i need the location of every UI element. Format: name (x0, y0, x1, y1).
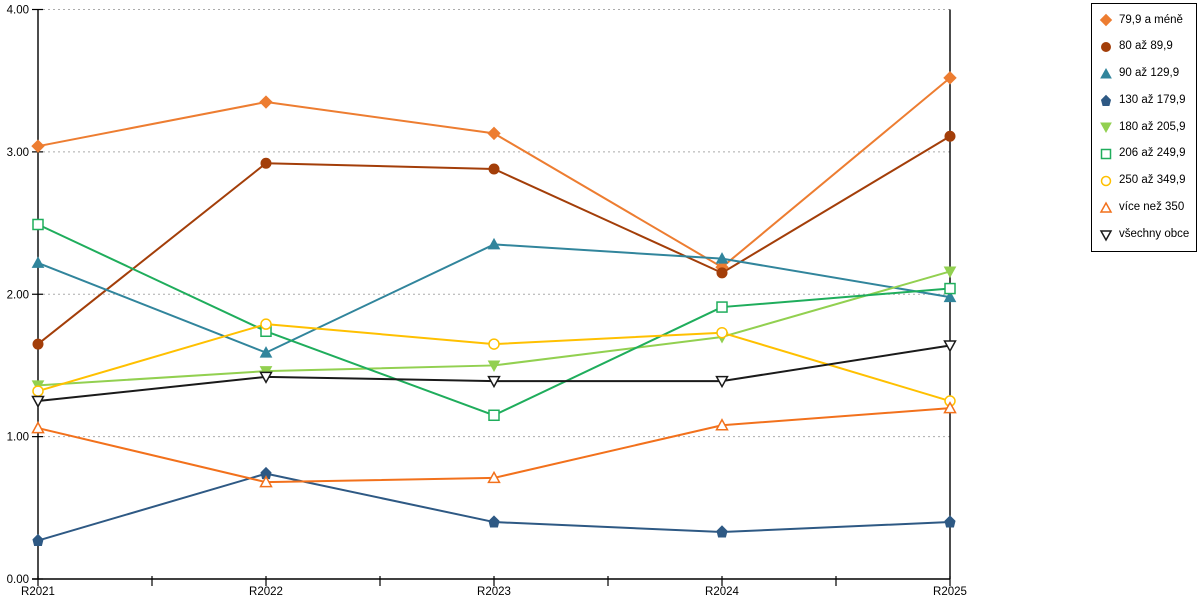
data-point-marker[interactable] (31, 139, 45, 153)
legend-item[interactable]: 130 až 179,9 (1099, 94, 1196, 108)
pentagon-marker-icon (1100, 94, 1112, 106)
data-point-marker[interactable] (487, 360, 501, 372)
y-axis-tick-label: 1.00 (7, 432, 29, 444)
data-point-marker[interactable] (716, 267, 728, 279)
data-point-marker[interactable] (715, 252, 729, 264)
data-point-marker[interactable] (943, 266, 957, 279)
series-line (37, 243, 951, 354)
y-axis-tick-label: 4.00 (7, 5, 29, 17)
data-point-marker[interactable] (943, 340, 957, 353)
data-point-marker[interactable] (716, 525, 728, 538)
legend-label: více než 350 (1119, 200, 1185, 213)
y-axis-tick-label: 3.00 (7, 147, 29, 159)
triangle-up-open-marker-icon (1099, 201, 1113, 213)
legend-label: 130 až 179,9 (1119, 93, 1186, 106)
legend-item[interactable]: 180 až 205,9 (1099, 120, 1196, 134)
data-point-marker[interactable] (31, 421, 45, 434)
legend-label: 80 až 89,9 (1119, 40, 1173, 53)
data-point-marker[interactable] (259, 95, 273, 109)
circle-marker-icon (1101, 42, 1111, 53)
data-point-marker[interactable] (32, 533, 44, 547)
x-axis-tick-label: R2025 (933, 586, 967, 598)
data-point-marker[interactable] (943, 290, 957, 303)
x-axis-tick-label: R2021 (21, 586, 55, 598)
chart-legend: 79,9 a méně 80 až 89,9 90 až 129,9 130 až 1… (1091, 3, 1197, 252)
diamond-marker-icon (1099, 14, 1113, 27)
data-point-marker[interactable] (488, 409, 500, 422)
data-point-marker[interactable] (943, 71, 957, 85)
legend-label: všechny obce (1119, 227, 1190, 240)
square-open-marker-icon (1100, 148, 1112, 160)
legend-item[interactable]: více než 350 (1099, 201, 1196, 215)
x-axis-tick-label: R2022 (249, 586, 283, 598)
y-axis-tick-label: 2.00 (7, 289, 29, 301)
data-point-marker[interactable] (944, 282, 956, 295)
series-line (37, 472, 951, 542)
data-point-marker[interactable] (944, 515, 956, 528)
data-point-marker[interactable] (487, 470, 501, 484)
legend-item[interactable]: všechny obce (1099, 228, 1196, 242)
circle-open-marker-icon (1100, 175, 1112, 187)
data-point-marker[interactable] (715, 375, 729, 389)
data-point-marker[interactable] (487, 375, 501, 389)
legend-label: 206 až 249,9 (1119, 147, 1186, 160)
data-point-marker[interactable] (716, 301, 728, 313)
legend-item[interactable]: 250 až 349,9 (1099, 174, 1196, 188)
triangle-up-marker-icon (1100, 67, 1112, 79)
data-point-marker[interactable] (260, 318, 272, 330)
legend-item[interactable]: 206 až 249,9 (1099, 147, 1196, 161)
data-point-marker[interactable] (487, 237, 501, 250)
legend-label: 79,9 a méně (1119, 13, 1183, 26)
legend-label: 180 až 205,9 (1119, 120, 1186, 133)
legend-item[interactable]: 90 až 129,9 (1099, 67, 1196, 81)
data-point-marker[interactable] (488, 163, 500, 175)
data-point-marker[interactable] (259, 371, 273, 384)
data-point-marker[interactable] (32, 338, 44, 350)
triangle-down-marker-icon (1100, 122, 1112, 134)
x-axis-tick-label: R2024 (705, 586, 739, 598)
data-point-marker[interactable] (31, 256, 45, 268)
legend-item[interactable]: 80 až 89,9 (1099, 40, 1196, 54)
data-point-marker[interactable] (715, 418, 729, 431)
data-point-marker[interactable] (943, 401, 957, 414)
data-point-marker[interactable] (716, 326, 728, 339)
legend-label: 90 až 129,9 (1119, 67, 1180, 80)
data-point-marker[interactable] (260, 157, 272, 169)
data-point-marker[interactable] (259, 475, 273, 488)
y-axis-tick-label: 0.00 (7, 574, 29, 586)
triangle-down-open-marker-icon (1099, 229, 1113, 242)
data-point-marker[interactable] (944, 130, 956, 142)
data-point-marker[interactable] (488, 338, 500, 350)
legend-label: 250 až 349,9 (1119, 174, 1186, 187)
data-point-marker[interactable] (488, 515, 500, 528)
data-point-marker[interactable] (487, 126, 501, 141)
data-point-marker[interactable] (259, 346, 273, 358)
legend-item[interactable]: 79,9 a méně (1099, 13, 1196, 27)
series-line (37, 344, 951, 403)
data-point-marker[interactable] (32, 218, 44, 231)
data-point-marker[interactable] (32, 385, 44, 397)
x-axis-tick-label: R2023 (477, 586, 511, 598)
data-point-marker[interactable] (31, 395, 45, 409)
